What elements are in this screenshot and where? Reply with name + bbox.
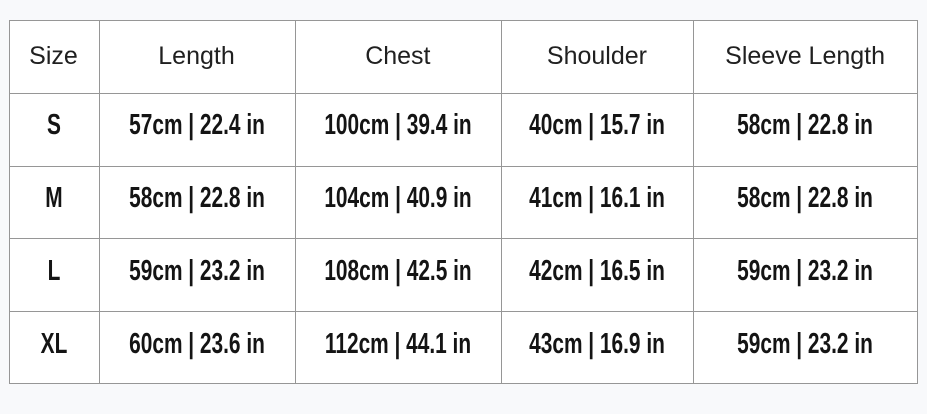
svg-text:59cm | 23.2 in: 59cm | 23.2 in [129,255,265,287]
svg-text:58cm | 22.8 in: 58cm | 22.8 in [129,182,265,214]
svg-text:108cm | 42.5 in: 108cm | 42.5 in [324,255,471,287]
svg-text:58cm | 22.8 in: 58cm | 22.8 in [737,182,873,214]
svg-text:57cm | 22.4 in: 57cm | 22.4 in [129,109,265,141]
svg-text:L: L [47,255,60,287]
svg-text:59cm | 23.2 in: 59cm | 23.2 in [737,255,873,287]
svg-text:42cm | 16.5 in: 42cm | 16.5 in [529,255,665,287]
svg-text:60cm | 23.6 in: 60cm | 23.6 in [129,327,265,359]
svg-text:40cm | 15.7 in: 40cm | 15.7 in [529,109,665,141]
svg-text:XL: XL [40,327,67,359]
svg-text:58cm | 22.8 in: 58cm | 22.8 in [737,109,873,141]
svg-text:41cm | 16.1 in: 41cm | 16.1 in [529,182,665,214]
svg-text:104cm | 40.9 in: 104cm | 40.9 in [324,182,471,214]
svg-text:43cm | 16.9 in: 43cm | 16.9 in [529,327,665,359]
svg-text:100cm | 39.4 in: 100cm | 39.4 in [324,109,471,141]
svg-text:S: S [47,109,61,141]
svg-text:112cm | 44.1 in: 112cm | 44.1 in [325,327,471,359]
svg-text:59cm | 23.2 in: 59cm | 23.2 in [737,327,873,359]
svg-text:M: M [45,182,62,214]
